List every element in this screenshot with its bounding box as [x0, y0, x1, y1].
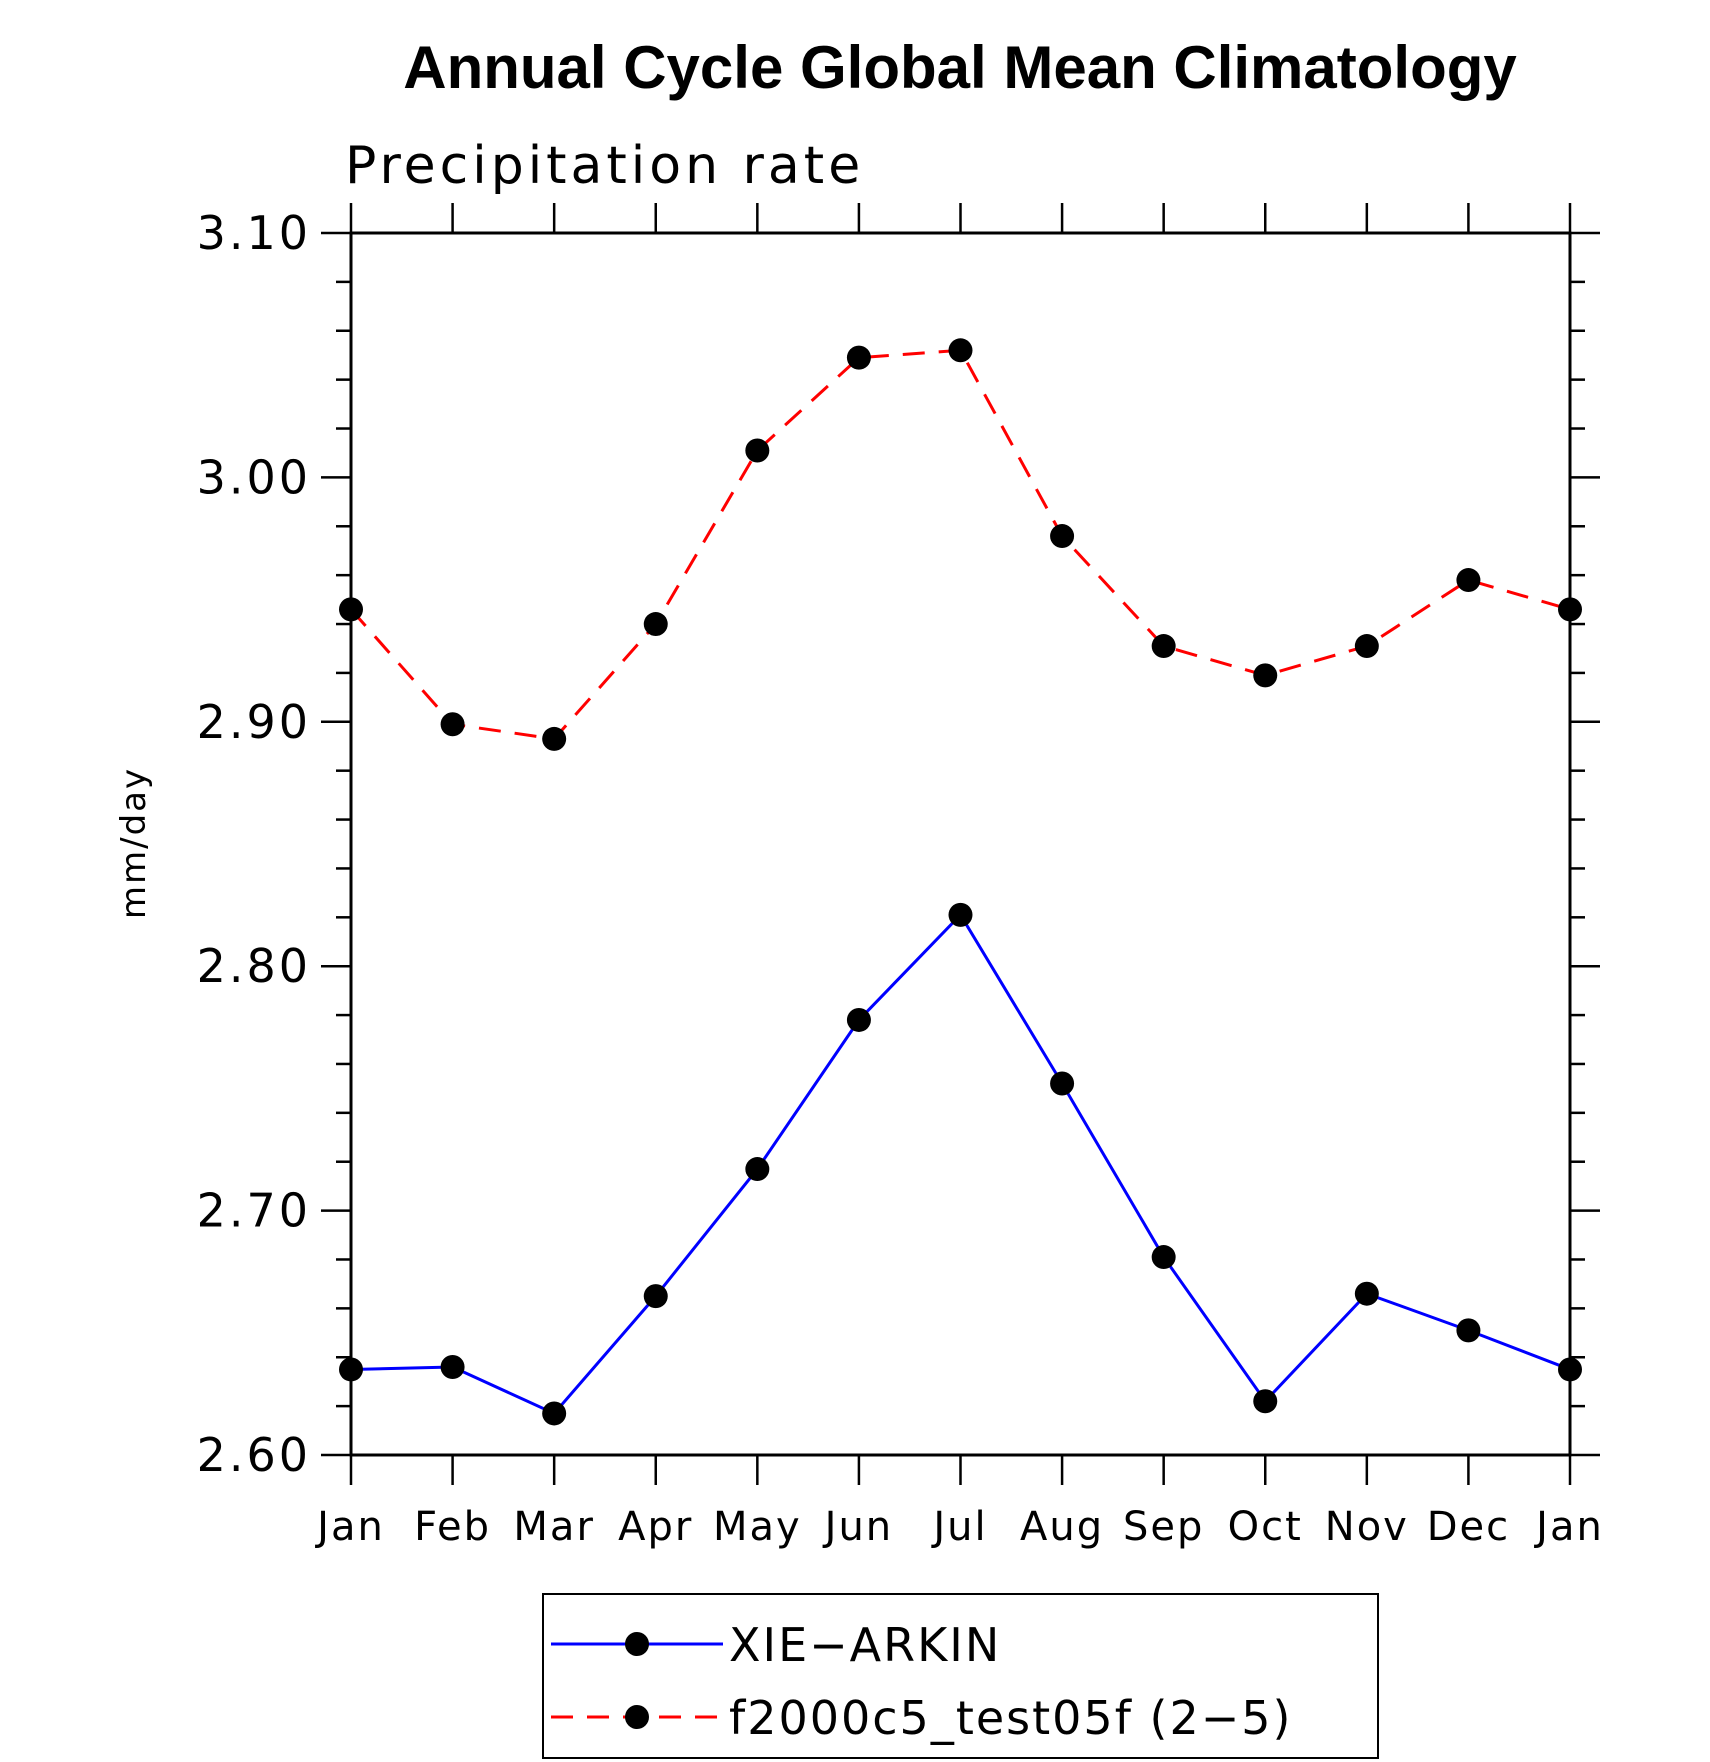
series-marker [1558, 1357, 1582, 1382]
plot-frame [349, 231, 1572, 1457]
series-marker [339, 597, 363, 622]
y-tick-label: 3.00 [197, 450, 311, 504]
series-marker [440, 712, 465, 737]
x-tick-label: Jul [930, 1504, 987, 1550]
series-marker [1151, 634, 1176, 659]
series-marker [643, 1284, 668, 1309]
x-tick-label: Jan [314, 1504, 385, 1550]
x-tick-label: Aug [1020, 1504, 1104, 1550]
series-line [349, 348, 1571, 741]
x-tick-labels: Jan Feb Mar Apr May Jun Jul Aug Sep Oct Nov Dec Jan [314, 1504, 1604, 1550]
y-axis-label: mm/day [114, 767, 154, 919]
series-marker [1253, 663, 1278, 688]
series-marker [1151, 1245, 1176, 1270]
series-marker [948, 338, 973, 363]
series-marker [542, 726, 567, 751]
y-tick-label: 2.90 [197, 695, 311, 749]
series-marker [643, 612, 668, 637]
series-layer [339, 338, 1582, 1426]
series-marker [846, 345, 871, 370]
series-marker [1050, 524, 1075, 549]
series-marker [1354, 1281, 1379, 1306]
y-tick-label: 2.80 [197, 939, 311, 993]
x-tick-label: Nov [1325, 1504, 1409, 1550]
x-tick-label: Feb [414, 1504, 491, 1550]
series-marker [1354, 634, 1379, 659]
series-marker [440, 1355, 465, 1380]
series-line [350, 912, 1571, 1416]
chart-subtitle: Precipitation rate [345, 136, 864, 196]
series-marker [1050, 1071, 1075, 1096]
legend-marker [625, 1705, 649, 1729]
series-marker [1558, 597, 1582, 622]
series-marker [745, 438, 770, 463]
series-marker [339, 1357, 363, 1382]
legend-marker [625, 1632, 649, 1656]
y-tick-labels: 2.60 2.70 2.80 2.90 3.00 3.10 [197, 206, 311, 1482]
x-tick-label: May [713, 1504, 802, 1550]
x-tick-label: Oct [1228, 1504, 1303, 1550]
legend: XIE−ARKIN f2000c5_test05f (2−5) [542, 1593, 1379, 1759]
x-tick-label: Jun [822, 1504, 894, 1550]
series-marker [948, 902, 973, 927]
series-marker [846, 1007, 871, 1032]
y-tick-label: 2.70 [197, 1184, 311, 1238]
legend-box [542, 1593, 1379, 1759]
series-marker [745, 1157, 770, 1182]
chart-title: Annual Cycle Global Mean Climatology [403, 34, 1517, 101]
legend-label: XIE−ARKIN [729, 1618, 1001, 1672]
legend-label: f2000c5_test05f (2−5) [729, 1691, 1292, 1745]
x-tick-label: Apr [618, 1504, 693, 1550]
x-tick-label: Sep [1123, 1504, 1204, 1550]
series-marker [1456, 1318, 1481, 1343]
series-marker [542, 1401, 567, 1426]
x-tick-label: Jan [1533, 1504, 1604, 1550]
series-marker [1456, 568, 1481, 593]
x-tick-label: Dec [1427, 1504, 1510, 1550]
x-tick-label: Mar [513, 1504, 594, 1550]
axis-ticks [321, 203, 1600, 1485]
y-tick-label: 3.10 [197, 206, 311, 260]
series-marker [1253, 1389, 1278, 1414]
y-tick-label: 2.60 [197, 1428, 311, 1482]
